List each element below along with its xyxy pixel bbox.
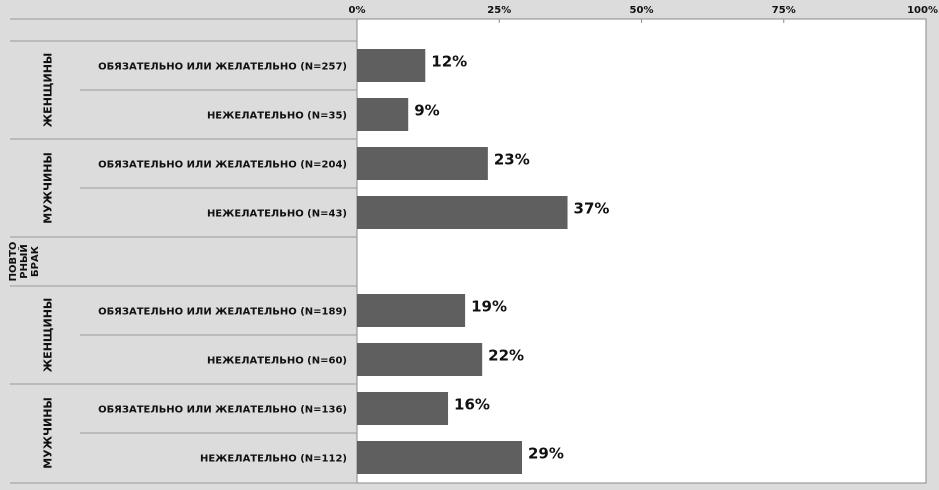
bar-value-label: 19% — [471, 298, 507, 316]
bar — [357, 294, 466, 327]
bar — [357, 147, 488, 180]
bar — [357, 98, 409, 131]
row-label: ОБЯЗАТЕЛЬНО ИЛИ ЖЕЛАТЕЛЬНО (N=136) — [98, 405, 347, 416]
row-label: ОБЯЗАТЕЛЬНО ИЛИ ЖЕЛАТЕЛЬНО (N=257) — [98, 62, 347, 73]
plot-area — [356, 18, 927, 484]
bar-value-label: 37% — [574, 200, 610, 218]
section-label: ПОВТОРНЫЙБРАК — [8, 242, 41, 282]
x-tick-label: 75% — [772, 5, 796, 16]
row-label: НЕЖЕЛАТЕЛЬНО (N=60) — [207, 356, 347, 367]
bar-value-label: 23% — [494, 151, 530, 169]
bar-value-label: 22% — [488, 347, 524, 365]
bar — [357, 343, 483, 376]
group-label: МУЖЧИНЫ — [42, 152, 55, 224]
x-tick-label: 100% — [907, 5, 938, 16]
bar-value-label: 9% — [414, 102, 439, 120]
group-label: МУЖЧИНЫ — [42, 397, 55, 469]
section-label-line: РНЫЙ — [17, 244, 30, 278]
bar-value-label: 16% — [454, 396, 490, 414]
group-label: ЖЕНЩИНЫ — [42, 53, 55, 128]
bar — [357, 196, 568, 229]
x-tick-label: 0% — [349, 5, 366, 16]
x-tick-label: 25% — [487, 5, 511, 16]
row-label: НЕЖЕЛАТЕЛЬНО (N=35) — [207, 111, 347, 122]
row-label: ОБЯЗАТЕЛЬНО ИЛИ ЖЕЛАТЕЛЬНО (N=189) — [98, 307, 347, 318]
section-label-line: БРАК — [30, 245, 41, 277]
bar-value-label: 29% — [528, 445, 564, 463]
section-label-line: ПОВТО — [8, 242, 19, 282]
row-label: ОБЯЗАТЕЛЬНО ИЛИ ЖЕЛАТЕЛЬНО (N=204) — [98, 160, 347, 171]
bar — [357, 49, 426, 82]
bar — [357, 441, 523, 474]
bar — [357, 392, 449, 425]
row-label: НЕЖЕЛАТЕЛЬНО (N=112) — [200, 454, 347, 465]
x-tick-label: 50% — [630, 5, 654, 16]
bar-value-label: 12% — [431, 53, 467, 71]
row-label: НЕЖЕЛАТЕЛЬНО (N=43) — [207, 209, 347, 220]
group-label: ЖЕНЩИНЫ — [42, 298, 55, 373]
